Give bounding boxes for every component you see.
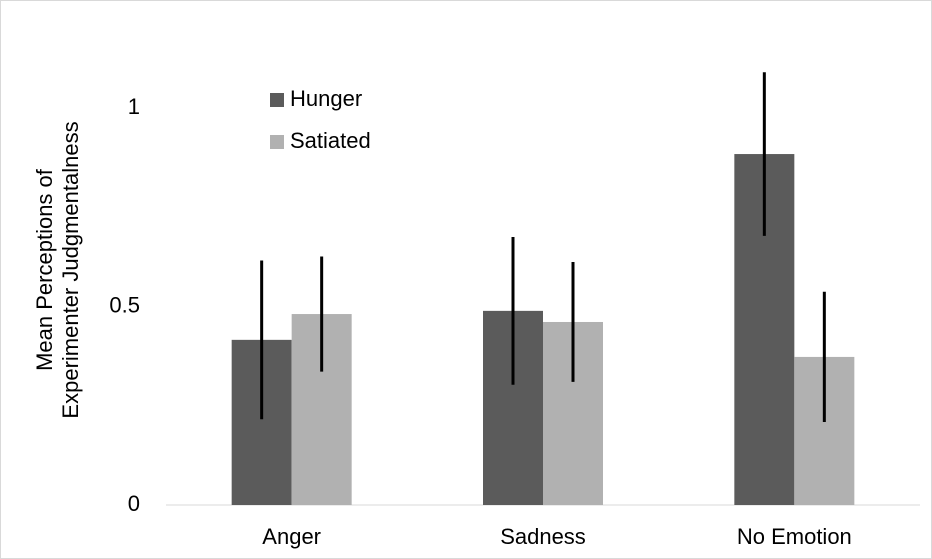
y-axis-label: Mean Perceptions of	[32, 168, 57, 371]
x-tick-label: No Emotion	[737, 524, 852, 549]
y-tick-label: 0.5	[109, 292, 140, 317]
y-tick-label: 0	[128, 491, 140, 516]
x-tick-label: Sadness	[500, 524, 586, 549]
legend-label: Satiated	[290, 128, 371, 153]
x-tick-label: Anger	[262, 524, 321, 549]
y-axis-label: Experimenter Judgmentalness	[58, 121, 83, 418]
legend-swatch	[270, 135, 284, 149]
y-tick-label: 1	[128, 94, 140, 119]
legend-swatch	[270, 93, 284, 107]
legend-label: Hunger	[290, 86, 362, 111]
